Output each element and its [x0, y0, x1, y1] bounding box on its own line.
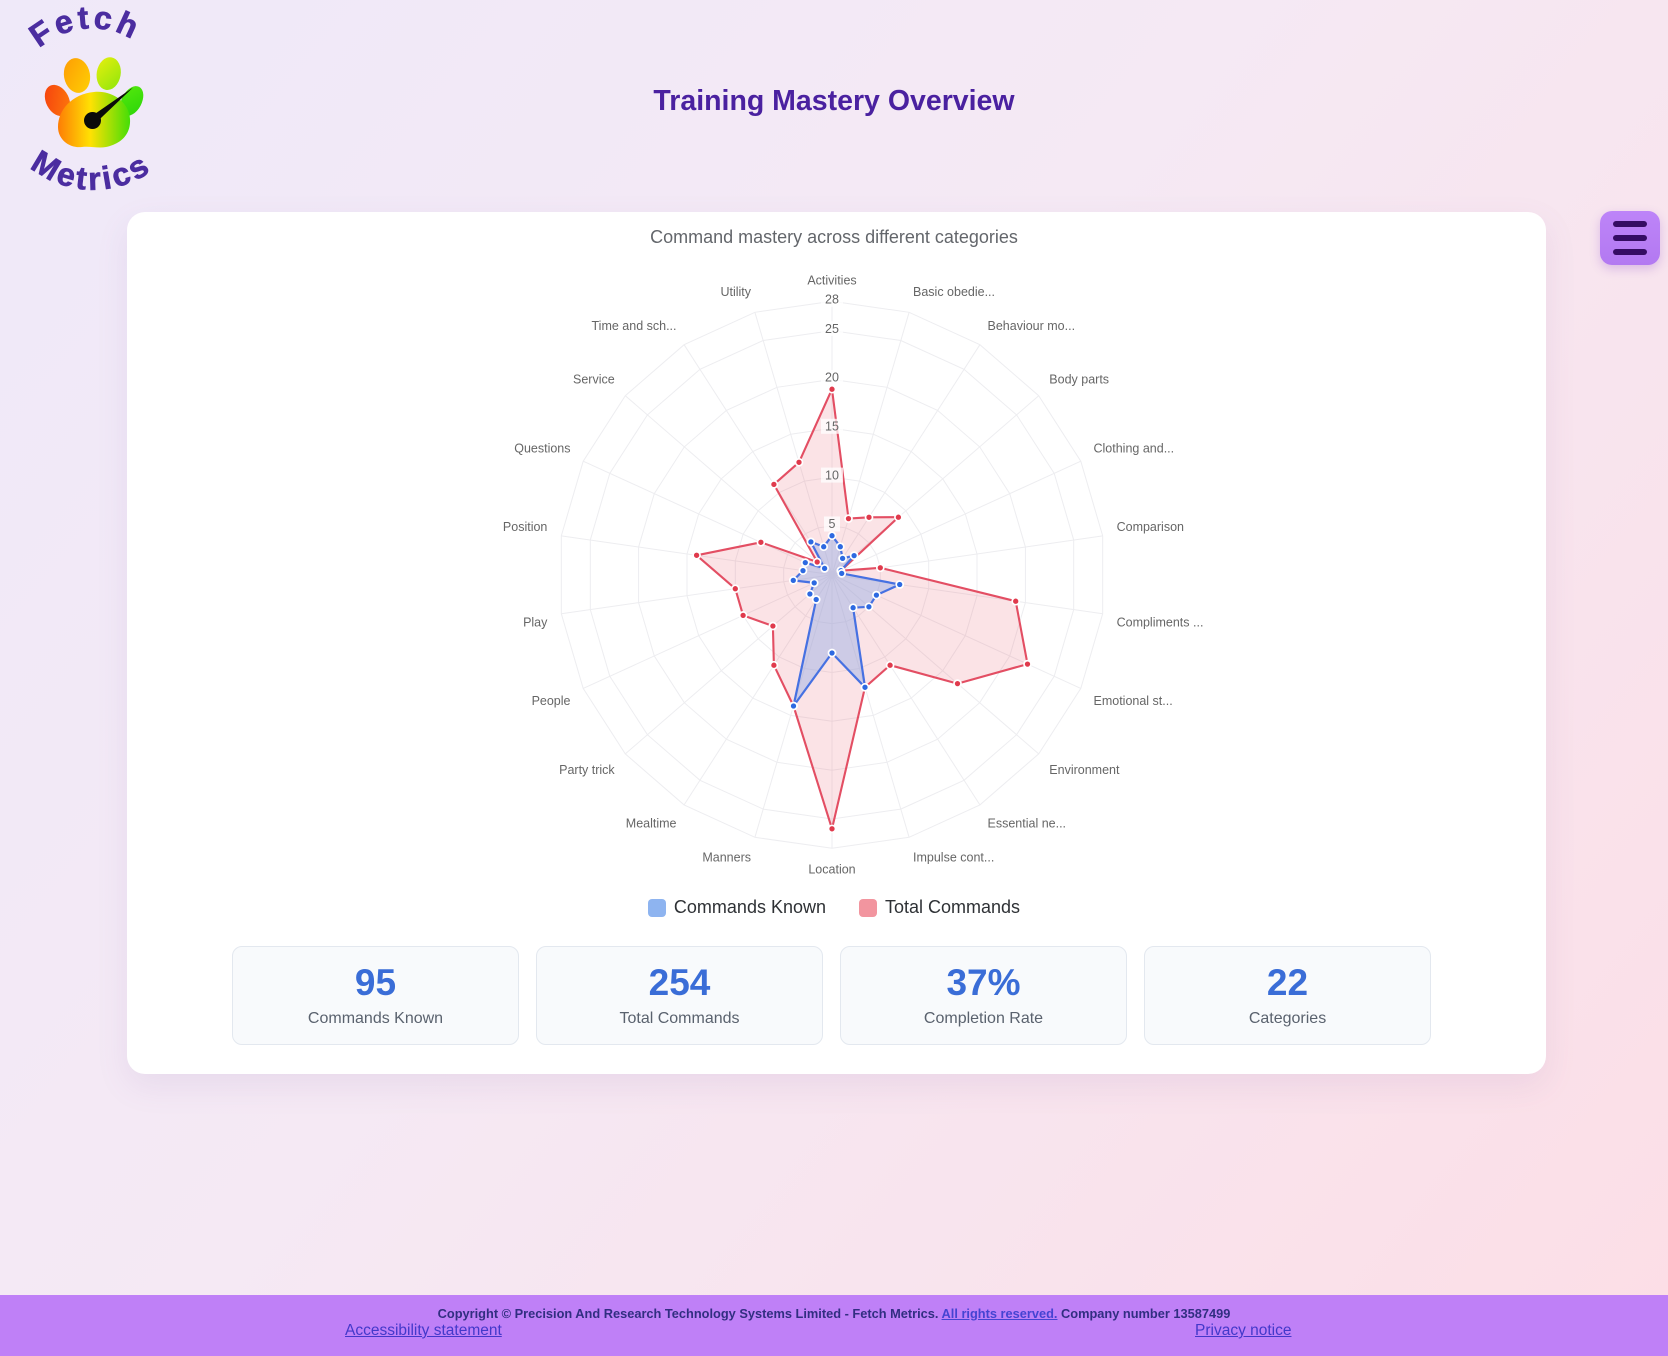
svg-text:10: 10	[825, 468, 839, 482]
svg-text:Impulse cont...: Impulse cont...	[913, 851, 994, 865]
svg-text:People: People	[532, 694, 571, 708]
svg-text:Environment: Environment	[1049, 763, 1120, 777]
svg-text:Utility: Utility	[720, 285, 751, 299]
svg-text:Play: Play	[523, 616, 548, 630]
svg-text:Activities: Activities	[807, 273, 856, 287]
svg-text:Compliments ...: Compliments ...	[1117, 616, 1204, 630]
svg-text:15: 15	[825, 420, 839, 434]
svg-text:Mealtime: Mealtime	[626, 817, 677, 831]
svg-text:Position: Position	[503, 520, 548, 534]
svg-text:Basic obedie...: Basic obedie...	[913, 285, 995, 299]
svg-text:Time and sch...: Time and sch...	[592, 319, 677, 333]
svg-text:28: 28	[825, 293, 839, 307]
svg-text:Emotional st...: Emotional st...	[1094, 694, 1173, 708]
svg-text:Party trick: Party trick	[559, 763, 615, 777]
svg-text:Body parts: Body parts	[1049, 373, 1109, 387]
svg-text:5: 5	[829, 517, 836, 531]
svg-text:Service: Service	[573, 373, 615, 387]
svg-text:Questions: Questions	[514, 441, 570, 455]
svg-text:Comparison: Comparison	[1117, 520, 1184, 534]
svg-text:20: 20	[825, 371, 839, 385]
svg-text:25: 25	[825, 322, 839, 336]
svg-text:Behaviour mo...: Behaviour mo...	[988, 319, 1076, 333]
svg-text:Essential ne...: Essential ne...	[988, 817, 1067, 831]
svg-text:Clothing and...: Clothing and...	[1094, 441, 1175, 455]
svg-text:Location: Location	[808, 862, 855, 876]
svg-text:Manners: Manners	[702, 851, 751, 865]
